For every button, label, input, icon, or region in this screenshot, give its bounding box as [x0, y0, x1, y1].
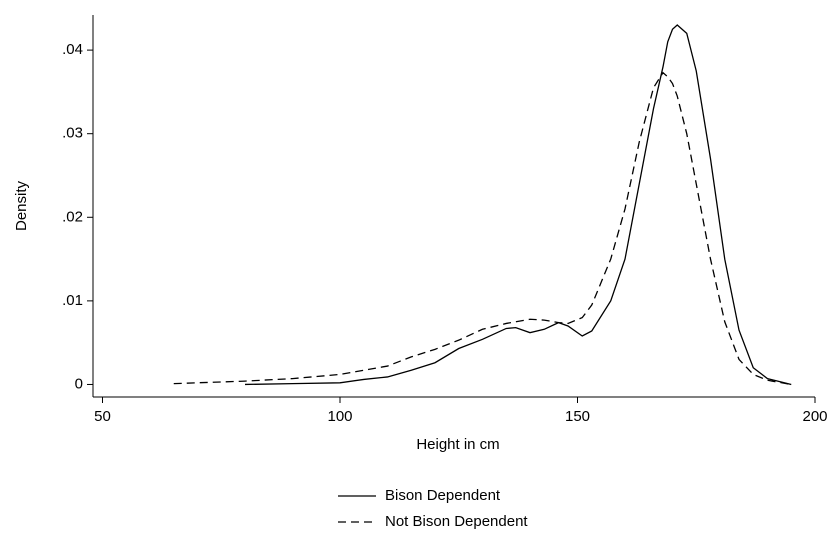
- y-tick-label: .02: [62, 208, 83, 225]
- x-tick-label: 50: [94, 408, 111, 425]
- y-tick-label: .03: [62, 125, 83, 142]
- x-tick-label: 150: [565, 408, 590, 425]
- density-line: [244, 24, 792, 386]
- y-axis-label: Density: [13, 180, 30, 231]
- x-tick-label: 100: [327, 408, 352, 425]
- legend-label: Bison Dependent: [385, 487, 501, 504]
- density-line: [173, 71, 792, 386]
- x-axis-label: Height in cm: [416, 436, 499, 453]
- y-tick-label: .04: [62, 41, 83, 58]
- legend-label: Not Bison Dependent: [385, 513, 528, 530]
- y-tick-label: 0: [75, 375, 83, 392]
- x-tick-label: 200: [802, 408, 827, 425]
- y-tick-label: .01: [62, 292, 83, 309]
